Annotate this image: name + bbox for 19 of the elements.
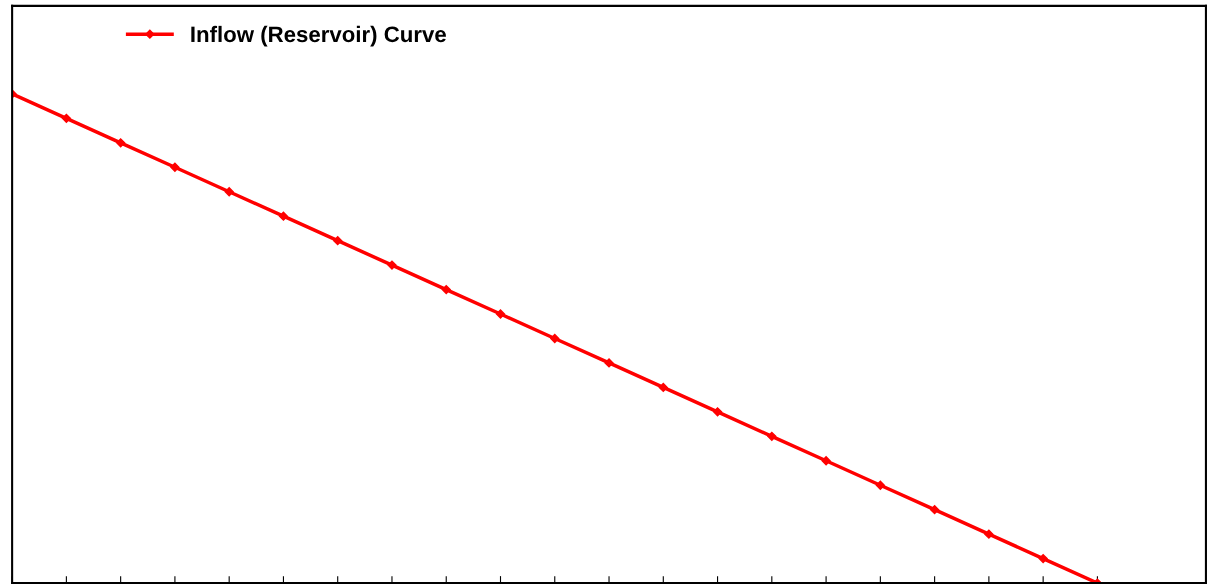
point bbox=[550, 333, 560, 344]
point bbox=[712, 407, 723, 417]
point bbox=[333, 236, 343, 246]
point bbox=[278, 211, 289, 221]
point bbox=[387, 260, 397, 270]
point bbox=[224, 187, 234, 197]
point bbox=[1038, 553, 1048, 564]
point bbox=[170, 162, 180, 172]
point bbox=[441, 284, 451, 295]
point bbox=[116, 138, 126, 148]
point bbox=[495, 309, 506, 319]
point bbox=[658, 382, 668, 393]
point bbox=[875, 480, 885, 490]
point bbox=[821, 456, 831, 466]
point bbox=[61, 113, 72, 123]
point bbox=[984, 529, 994, 539]
point bbox=[767, 431, 777, 441]
legend-label: Inflow (Reservoir) Curve bbox=[191, 25, 446, 47]
point bbox=[929, 505, 940, 515]
